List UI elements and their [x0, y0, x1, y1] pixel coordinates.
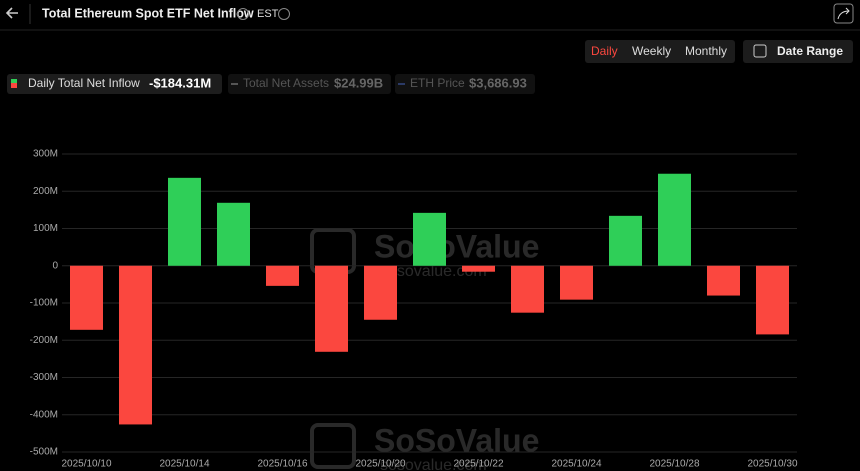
- x-tick-label: 2025/10/22: [453, 459, 503, 470]
- period-option[interactable]: Weekly: [632, 44, 671, 58]
- y-tick-label: 0: [52, 260, 58, 271]
- x-tick-label: 2025/10/28: [649, 459, 699, 470]
- info-icon[interactable]: [278, 8, 290, 20]
- legend-item-bg[interactable]: [395, 74, 535, 94]
- bar: [168, 177, 201, 266]
- timezone: EST: [257, 8, 279, 20]
- watermark-site: sosovalue.com: [380, 457, 487, 471]
- x-tick-label: 2025/10/10: [61, 459, 111, 470]
- legend-name: ETH Price: [410, 76, 465, 90]
- watermark-brand: SoSoValue: [374, 228, 539, 264]
- bar: [266, 265, 299, 286]
- y-tick-label: 200M: [33, 186, 58, 197]
- bar: [756, 265, 789, 335]
- info-icon[interactable]: [237, 8, 249, 20]
- legend-name: Total Net Assets: [243, 76, 329, 90]
- bar: [217, 202, 250, 266]
- legend-name: Daily Total Net Inflow: [28, 76, 140, 90]
- y-tick-label: -300M: [30, 372, 58, 383]
- y-tick-label: -200M: [30, 335, 58, 346]
- legend-value: $3,686.93: [469, 75, 527, 90]
- x-tick-label: 2025/10/14: [159, 459, 209, 470]
- x-tick-label: 2025/10/30: [747, 459, 797, 470]
- bar: [364, 265, 397, 320]
- bar: [413, 212, 446, 266]
- period-option[interactable]: Daily: [591, 44, 618, 58]
- watermark-site: sosovalue.com: [380, 263, 487, 280]
- watermark-brand: SoSoValue: [374, 422, 539, 458]
- x-tick-label: 2025/10/24: [551, 459, 601, 470]
- legend-item-bg[interactable]: [228, 74, 391, 94]
- watermark-logo: [310, 423, 356, 469]
- date-range-button[interactable]: [743, 40, 853, 63]
- bar: [609, 215, 642, 266]
- legend-swatch: [11, 79, 17, 83]
- plot: -500M -400M -300M -200M -100M 0 100M 200M 300M 20…: [30, 149, 798, 470]
- bar: [119, 265, 152, 425]
- bar: [462, 265, 495, 272]
- bar: [658, 173, 691, 266]
- period-switch: [585, 40, 735, 63]
- y-tick-label: 100M: [33, 223, 58, 234]
- period-option[interactable]: Monthly: [685, 44, 727, 58]
- y-tick-label: -500M: [30, 447, 58, 458]
- date-range-label: Date Range: [777, 44, 843, 58]
- page-title: Total Ethereum Spot ETF Net Inflow: [42, 6, 254, 20]
- y-tick-label: -100M: [30, 298, 58, 309]
- x-tick-label: 2025/10/16: [257, 459, 307, 470]
- bar: [315, 265, 348, 352]
- bar: [707, 265, 740, 296]
- y-tick-label: 300M: [33, 149, 58, 160]
- bar: [511, 265, 544, 313]
- legend-swatch: [11, 83, 17, 88]
- share-button[interactable]: [833, 3, 854, 24]
- x-tick-label: 2025/10/20: [355, 459, 405, 470]
- share-icon: [837, 7, 850, 20]
- y-tick-label: -400M: [30, 409, 58, 420]
- legend-value: $24.99B: [334, 75, 383, 90]
- bar: [70, 265, 103, 330]
- back-button[interactable]: [5, 7, 18, 19]
- bar: [560, 265, 593, 300]
- legend-item-bg[interactable]: [7, 74, 222, 94]
- calendar-icon: [753, 44, 767, 58]
- legend-value: -$184.31M: [149, 75, 211, 90]
